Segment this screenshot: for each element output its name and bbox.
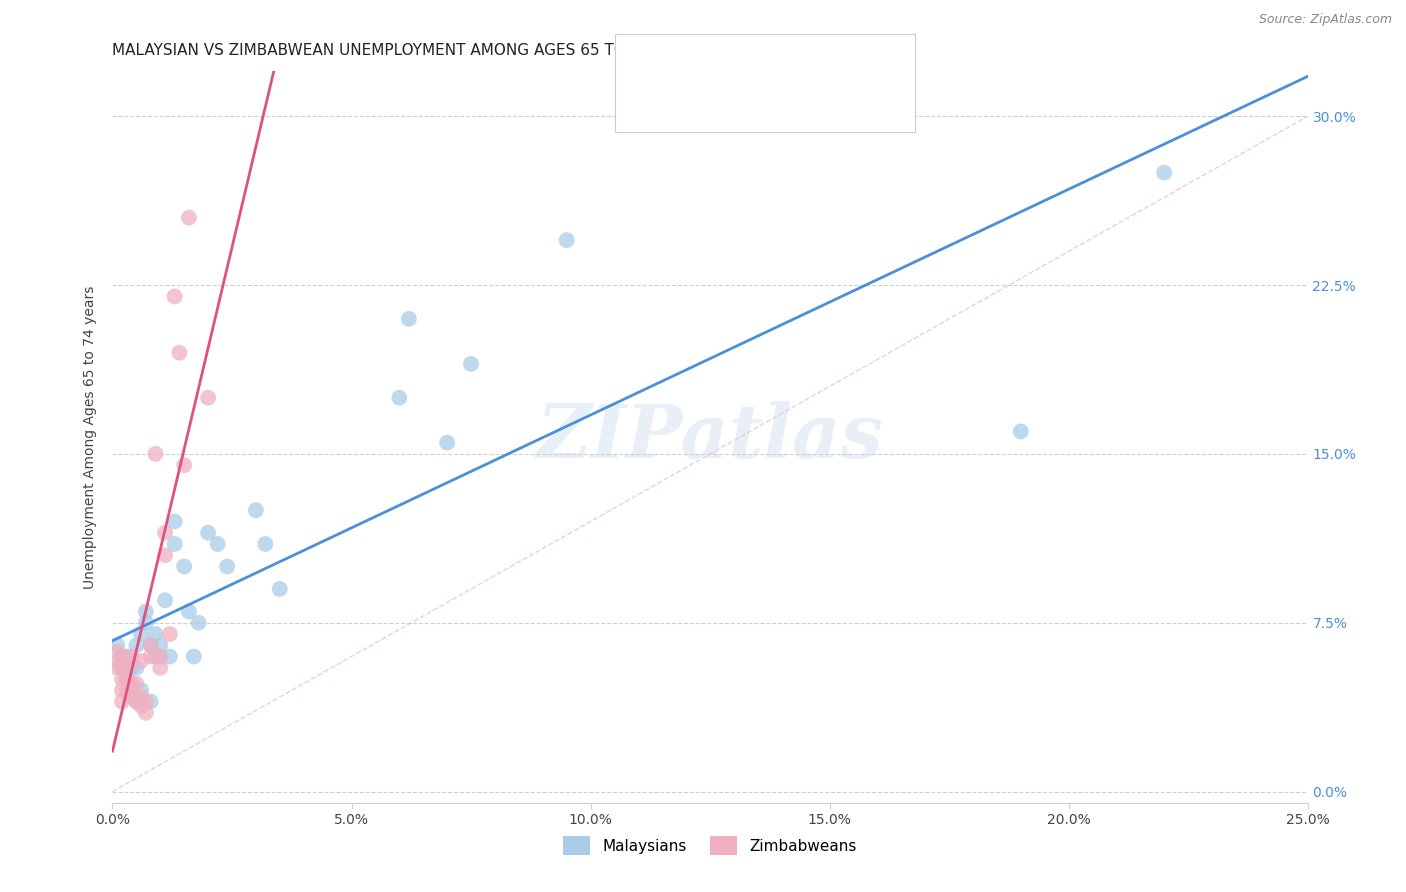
Point	[163, 289, 186, 303]
Point	[388, 391, 411, 405]
Point	[135, 605, 157, 619]
Point	[555, 233, 578, 247]
Point	[1010, 425, 1032, 439]
Point	[135, 615, 157, 630]
Bar	[630, 44, 676, 78]
Point	[436, 435, 458, 450]
Point	[398, 312, 420, 326]
Point	[460, 357, 482, 371]
Text: R = 0.234    N = 34: R = 0.234 N = 34	[692, 97, 841, 112]
Point	[135, 706, 157, 720]
Text: Source: ZipAtlas.com: Source: ZipAtlas.com	[1258, 13, 1392, 27]
Point	[121, 690, 143, 704]
Point	[121, 649, 143, 664]
Point	[111, 649, 134, 664]
FancyBboxPatch shape	[614, 34, 915, 132]
Point	[129, 683, 152, 698]
Text: 34: 34	[823, 97, 841, 112]
Text: 0.644: 0.644	[723, 53, 766, 68]
Point	[139, 638, 162, 652]
Point	[129, 627, 152, 641]
Point	[125, 694, 148, 708]
Point	[139, 694, 162, 708]
Point	[177, 605, 200, 619]
Text: N =: N =	[785, 97, 818, 112]
Text: 0.234: 0.234	[723, 97, 766, 112]
Point	[129, 699, 152, 714]
Point	[129, 654, 152, 668]
Point	[105, 645, 128, 659]
Y-axis label: Unemployment Among Ages 65 to 74 years: Unemployment Among Ages 65 to 74 years	[83, 285, 97, 589]
Point	[139, 638, 162, 652]
Point	[163, 515, 186, 529]
Point	[125, 694, 148, 708]
Point	[269, 582, 291, 596]
Point	[169, 345, 191, 359]
Point	[129, 690, 152, 704]
Point	[183, 649, 205, 664]
Point	[115, 661, 138, 675]
Point	[145, 649, 167, 664]
Point	[125, 676, 148, 690]
Point	[173, 458, 195, 473]
Point	[145, 627, 167, 641]
Point	[159, 649, 181, 664]
Text: ZIPatlas: ZIPatlas	[537, 401, 883, 474]
Point	[173, 559, 195, 574]
Point	[111, 694, 134, 708]
Point	[111, 661, 134, 675]
Text: R = 0.644    N = 42: R = 0.644 N = 42	[692, 53, 841, 68]
Point	[111, 661, 134, 675]
Point	[177, 211, 200, 225]
Point	[135, 694, 157, 708]
Text: N =: N =	[785, 53, 818, 68]
Point	[125, 638, 148, 652]
Point	[217, 559, 239, 574]
Point	[163, 537, 186, 551]
Point	[105, 638, 128, 652]
Point	[197, 391, 219, 405]
Point	[245, 503, 267, 517]
Point	[149, 638, 172, 652]
Point	[187, 615, 209, 630]
Point	[121, 661, 143, 675]
Point	[159, 627, 181, 641]
Point	[139, 649, 162, 664]
Point	[145, 447, 167, 461]
Text: 42: 42	[823, 53, 841, 68]
Point	[149, 661, 172, 675]
Text: MALAYSIAN VS ZIMBABWEAN UNEMPLOYMENT AMONG AGES 65 TO 74 YEARS CORRELATION CHART: MALAYSIAN VS ZIMBABWEAN UNEMPLOYMENT AMO…	[112, 43, 875, 58]
Point	[105, 661, 128, 675]
Point	[105, 654, 128, 668]
Point	[115, 661, 138, 675]
Legend: Malaysians, Zimbabweans: Malaysians, Zimbabweans	[557, 830, 863, 861]
Point	[111, 649, 134, 664]
Point	[111, 683, 134, 698]
Point	[149, 649, 172, 664]
Point	[153, 593, 176, 607]
Point	[121, 683, 143, 698]
Text: R =: R =	[692, 97, 725, 112]
Point	[115, 672, 138, 686]
Point	[125, 661, 148, 675]
Point	[115, 649, 138, 664]
Point	[115, 672, 138, 686]
Bar	[630, 87, 676, 121]
Text: R =: R =	[692, 53, 725, 68]
Point	[153, 548, 176, 562]
Point	[115, 683, 138, 698]
Point	[207, 537, 229, 551]
Point	[254, 537, 277, 551]
Point	[121, 676, 143, 690]
Point	[1153, 166, 1175, 180]
Point	[149, 649, 172, 664]
Point	[111, 672, 134, 686]
Point	[153, 525, 176, 540]
Point	[197, 525, 219, 540]
